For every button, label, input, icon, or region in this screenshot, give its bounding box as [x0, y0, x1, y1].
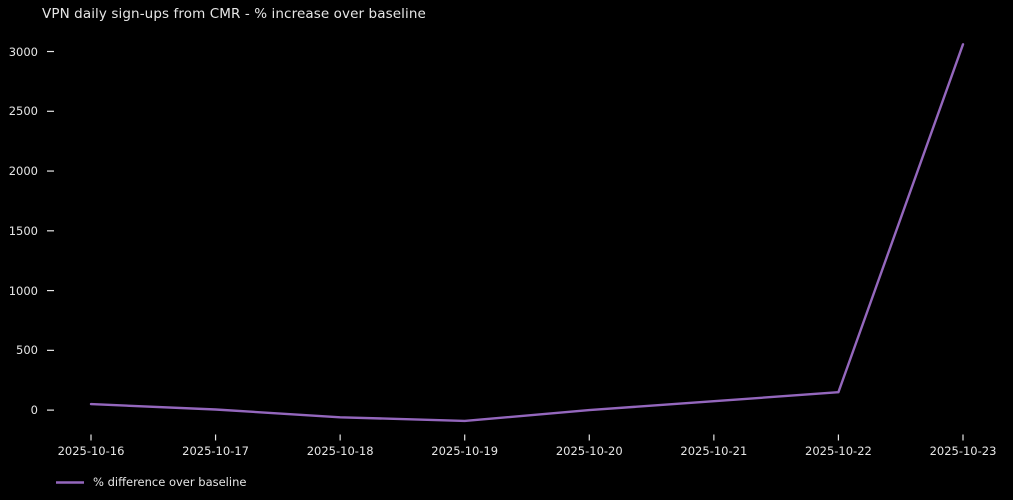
- y-tick-label: 500: [16, 343, 38, 358]
- x-tick-label: 2025-10-19: [431, 444, 499, 458]
- x-tick-label: 2025-10-20: [555, 444, 623, 458]
- x-tick-label: 2025-10-16: [57, 444, 125, 458]
- x-tick-label: 2025-10-17: [182, 444, 249, 458]
- legend: % difference over baseline: [56, 475, 246, 489]
- legend-label: % difference over baseline: [93, 475, 247, 489]
- y-tick-label: 1500: [8, 223, 38, 238]
- x-tick-label: 2025-10-21: [680, 444, 748, 458]
- chart-title: VPN daily sign-ups from CMR - % increase…: [42, 6, 426, 22]
- y-tick-label: 0: [30, 403, 38, 418]
- x-tick-label: 2025-10-22: [805, 444, 872, 458]
- series-line: [89, 43, 965, 423]
- legend-line-swatch: [56, 480, 84, 484]
- y-tick-label: 3000: [8, 44, 38, 59]
- x-tick-label: 2025-10-23: [929, 444, 997, 458]
- y-tick-label: 1000: [8, 283, 38, 298]
- y-tick-label: 2000: [8, 164, 38, 179]
- x-tick-label: 2025-10-18: [306, 444, 374, 458]
- y-tick-label: 2500: [8, 104, 38, 119]
